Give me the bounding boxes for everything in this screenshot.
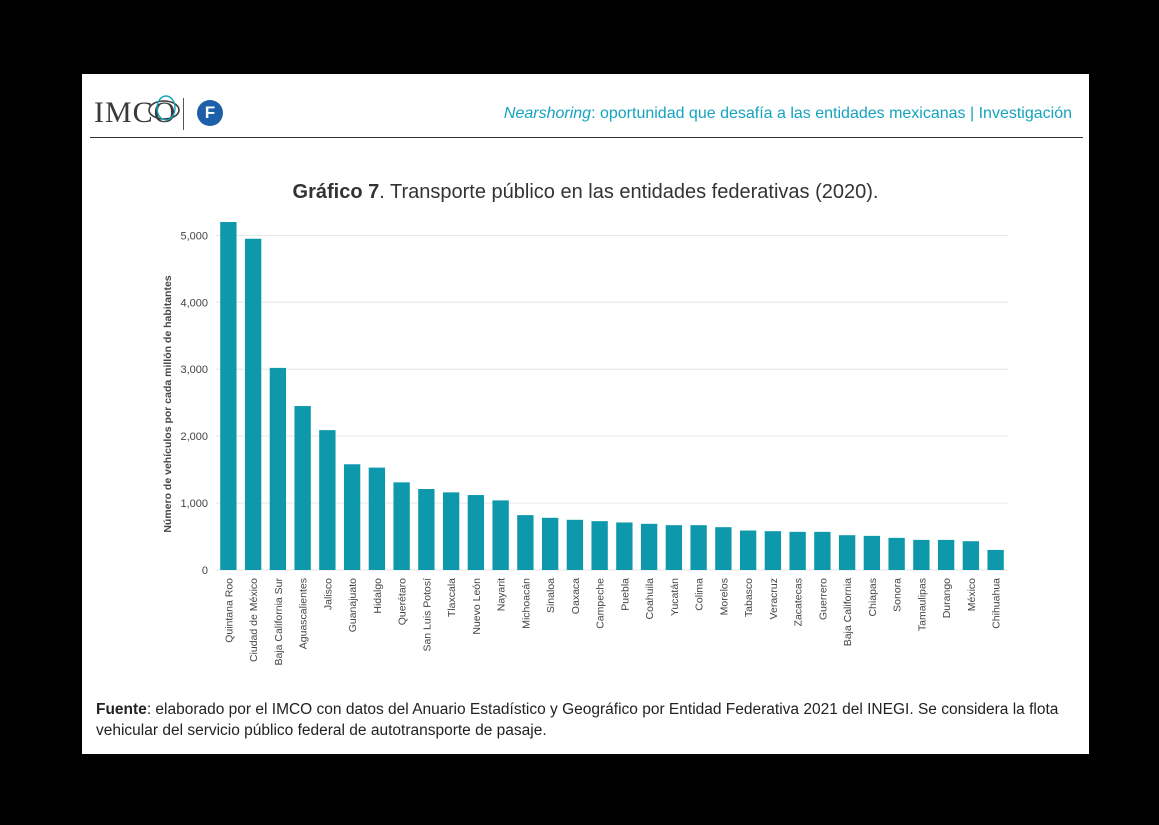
bar xyxy=(294,406,311,570)
bar xyxy=(814,531,831,570)
bar xyxy=(269,367,287,570)
x-axis-labels: Quintana Roo Ciudad de México Baja Califor… xyxy=(223,578,1002,666)
bar xyxy=(789,531,806,570)
y-tick-label: 1,000 xyxy=(180,498,208,510)
bar xyxy=(393,482,410,570)
bar xyxy=(517,515,534,570)
x-tick-label: Baja California Sur xyxy=(273,578,285,666)
header-title-rest: : oportunidad que desafía a las entidade… xyxy=(591,105,1072,122)
header-title: Nearshoring: oportunidad que desafía a l… xyxy=(504,105,1072,123)
y-axis-ticks: 0 1,000 2,000 3,000 4,000 5,000 xyxy=(180,230,208,577)
bar xyxy=(566,519,584,570)
x-tick-label: Michoacán xyxy=(520,578,532,629)
x-tick-label: Sonora xyxy=(892,578,904,612)
bar xyxy=(541,517,559,570)
header-title-italic: Nearshoring xyxy=(503,105,592,122)
x-tick-label: Tlaxcala xyxy=(446,578,458,617)
x-tick-label: Veracruz xyxy=(768,578,780,619)
x-tick-label: Querétaro xyxy=(397,578,409,625)
x-tick-label: Ciudad de México xyxy=(248,578,260,662)
x-tick-label: Chihuahua xyxy=(991,578,1003,629)
x-tick-label: Sinaloa xyxy=(545,578,557,613)
x-tick-label: Tamaulipas xyxy=(916,578,928,631)
x-tick-label: Oaxaca xyxy=(570,578,582,614)
bars xyxy=(220,222,1004,570)
bar xyxy=(665,525,683,570)
x-tick-label: Yucatán xyxy=(669,578,681,616)
bar xyxy=(640,523,658,570)
bar xyxy=(739,530,757,570)
x-tick-label: Quintana Roo xyxy=(223,578,235,643)
bar xyxy=(368,467,386,570)
bar xyxy=(244,238,262,570)
bar xyxy=(987,549,1004,570)
bar xyxy=(467,495,485,570)
footnote-text: : elaborado por el IMCO con datos del An… xyxy=(96,701,1059,739)
x-tick-label: San Luis Potosí xyxy=(421,578,433,652)
bar xyxy=(690,525,707,570)
bar xyxy=(937,539,955,570)
x-tick-label: Coahuila xyxy=(644,578,656,620)
x-tick-label: Morelos xyxy=(718,578,730,615)
chart-title-label: Gráfico 7 xyxy=(292,181,380,203)
y-tick-label: 3,000 xyxy=(180,364,208,376)
y-tick-label: 4,000 xyxy=(180,297,208,309)
x-tick-label: Guerrero xyxy=(817,578,829,620)
y-axis-label: Número de vehículos por cada millón de h… xyxy=(162,275,174,532)
bar xyxy=(220,222,237,570)
y-tick-label: 2,000 xyxy=(180,431,208,443)
report-page: IMCO F Nearshoring: oportunidad que desa… xyxy=(82,74,1089,754)
bar xyxy=(913,539,930,570)
x-tick-label: Aguascalientes xyxy=(298,578,310,649)
x-tick-label: Durango xyxy=(941,578,953,618)
x-tick-label: Nuevo León xyxy=(471,578,483,635)
bar xyxy=(319,430,336,570)
y-tick-label: 0 xyxy=(202,565,208,577)
chart-title-text: . Transporte público en las entidades fe… xyxy=(379,181,879,203)
bar xyxy=(962,541,980,570)
bar xyxy=(838,535,856,570)
bar xyxy=(888,537,905,570)
bar xyxy=(591,521,608,570)
x-tick-label: México xyxy=(966,578,978,611)
x-tick-label: Jalisco xyxy=(322,578,334,610)
bar xyxy=(418,489,435,570)
x-tick-label: Zacatecas xyxy=(793,578,805,626)
source-footnote: Fuente: elaborado por el IMCO con datos … xyxy=(96,699,1081,741)
x-tick-label: Tabasco xyxy=(743,578,755,617)
y-tick-label: 5,000 xyxy=(180,230,208,242)
footnote-label: Fuente xyxy=(96,701,147,718)
bar xyxy=(442,492,460,570)
bar xyxy=(343,464,361,570)
imco-swirl-icon xyxy=(148,95,180,121)
x-tick-label: Guanajuato xyxy=(347,578,359,632)
x-tick-label: Colima xyxy=(694,578,706,611)
x-tick-label: Chiapas xyxy=(867,578,879,617)
bar-chart: 0 1,000 2,000 3,000 4,000 5,000 Quintana Roo C… xyxy=(162,222,1008,666)
x-tick-label: Baja California xyxy=(842,578,854,646)
bar xyxy=(863,535,881,570)
x-tick-label: Nayarit xyxy=(496,578,508,611)
header-divider xyxy=(90,137,1083,138)
partner-logo-icon: F xyxy=(197,100,223,126)
x-tick-label: Hidalgo xyxy=(372,578,384,614)
logo-divider xyxy=(183,98,184,130)
x-tick-label: Campeche xyxy=(595,578,607,629)
x-tick-label: Puebla xyxy=(619,578,631,611)
bar xyxy=(492,500,509,570)
bar xyxy=(616,522,633,570)
chart-title: Gráfico 7. Transporte público en las ent… xyxy=(82,181,1089,204)
bar xyxy=(715,527,732,570)
bar xyxy=(764,531,782,570)
